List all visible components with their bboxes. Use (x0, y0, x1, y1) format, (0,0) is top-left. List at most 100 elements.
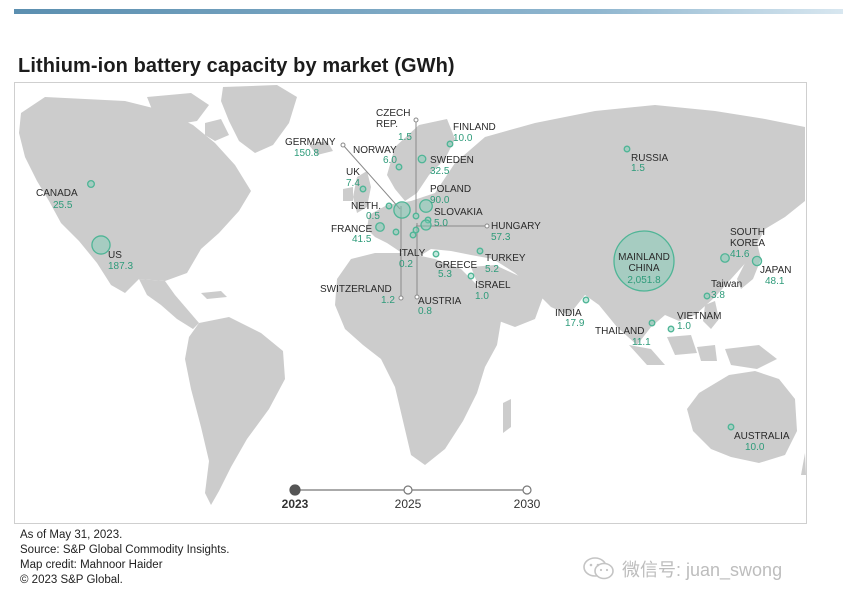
bubble-mainland-china[interactable] (613, 230, 675, 292)
label-neth: NETH. (351, 201, 381, 212)
bubble-sweden[interactable] (417, 154, 427, 164)
world-landmass (19, 85, 806, 505)
label-norway: NORWAY (353, 145, 397, 156)
bubble-india[interactable] (582, 296, 590, 304)
value-taiwan: 3.8 (711, 290, 725, 301)
value-us: 187.3 (108, 261, 133, 272)
label-russia: RUSSIA (631, 153, 669, 164)
bubble-austria[interactable] (412, 226, 420, 234)
watermark-text: 微信号: juan_swong (622, 560, 783, 580)
label-israel: ISRAEL (475, 280, 511, 291)
label-slovakia: SLOVAKIA (434, 207, 483, 218)
value-vietnam: 1.0 (677, 321, 691, 332)
wechat-watermark: 微信号: juan_swong (582, 554, 782, 584)
timeline-year-2030[interactable]: 2030 (514, 497, 541, 511)
label-canada: CANADA (36, 188, 78, 199)
value-russia: 1.5 (631, 163, 645, 174)
timeline-knob-2023[interactable] (289, 484, 301, 496)
value-france: 41.5 (352, 234, 372, 245)
wechat-icon (583, 557, 614, 580)
bubble-taiwan[interactable] (703, 292, 711, 300)
bubble-norway[interactable] (395, 163, 403, 171)
value-germany: 150.8 (294, 148, 319, 159)
value-mainland-china: 2,051.8 (627, 275, 661, 286)
bubble-australia[interactable] (727, 423, 735, 431)
value-finland: 10.0 (453, 133, 473, 144)
label-mainland-china: MAINLAND CHINA (618, 252, 670, 274)
value-greece: 5.3 (438, 269, 452, 280)
value-turkey: 5.2 (485, 264, 499, 275)
label-switzerland: SWITZERLAND (320, 284, 392, 295)
bubble-turkey[interactable] (476, 247, 484, 255)
credit-note: Map credit: Mahnoor Haider (20, 559, 163, 571)
value-italy: 0.2 (399, 259, 413, 270)
bubble-thailand[interactable] (648, 319, 656, 327)
value-israel: 1.0 (475, 291, 489, 302)
label-austria: AUSTRIA (418, 296, 462, 307)
timeline-knob-2030[interactable] (522, 485, 532, 495)
label-japan: JAPAN (760, 265, 792, 276)
bubble-poland[interactable] (419, 199, 433, 213)
label-vietnam: VIETNAM (677, 311, 721, 322)
label-australia: AUSTRALIA (734, 431, 790, 442)
top-accent-bar (14, 9, 843, 14)
bubble-japan[interactable] (751, 255, 763, 267)
value-sweden: 32.5 (430, 166, 450, 177)
value-austria: 0.8 (418, 306, 432, 317)
label-finland: FINLAND (453, 122, 496, 133)
bubble-us[interactable] (91, 235, 111, 255)
value-india: 17.9 (565, 318, 585, 329)
timeline-year-2025[interactable]: 2025 (395, 497, 422, 511)
bubble-russia[interactable] (623, 145, 631, 153)
label-hungary: HUNGARY (491, 221, 541, 232)
bubble-canada[interactable] (87, 180, 95, 188)
bubble-czech-rep[interactable] (412, 212, 420, 220)
label-greece: GREECE (435, 260, 478, 271)
copyright-note: © 2023 S&P Global. (20, 574, 123, 586)
value-thailand: 11.1 (632, 337, 651, 348)
label-us: US (108, 250, 122, 261)
label-south-korea: SOUTH KOREA (730, 227, 765, 249)
leader-lines (340, 117, 490, 301)
value-slovakia: 5.0 (434, 218, 448, 229)
market-bubbles (87, 140, 763, 431)
map-panel: CANADA 25.5 US 187.3 UK 7.4 GERMANY 150.8 NORWAY… (14, 82, 807, 524)
value-norway: 6.0 (383, 155, 397, 166)
label-uk: UK (346, 167, 360, 178)
bubble-switzerland[interactable] (392, 228, 400, 236)
bubble-germany[interactable] (393, 201, 411, 219)
bubble-france[interactable] (375, 222, 385, 232)
bubble-uk[interactable] (359, 185, 367, 193)
footer-notes: As of May 31, 2023. Source: S&P Global C… (20, 528, 229, 588)
label-italy: ITALY (399, 248, 426, 259)
bubble-hungary[interactable] (420, 219, 432, 231)
label-taiwan: Taiwan (711, 279, 742, 290)
label-poland: POLAND (430, 184, 471, 195)
value-neth: 0.5 (366, 211, 380, 222)
bubble-neth[interactable] (385, 202, 393, 210)
label-sweden: SWEDEN (430, 155, 474, 166)
value-switzerland: 1.2 (381, 295, 395, 306)
bubble-greece[interactable] (432, 250, 440, 258)
bubble-finland[interactable] (446, 140, 454, 148)
bubble-vietnam[interactable] (667, 325, 675, 333)
timeline-knob-2025[interactable] (403, 485, 413, 495)
as-of-note: As of May 31, 2023. (20, 529, 123, 541)
label-thailand: THAILAND (595, 326, 644, 337)
value-canada: 25.5 (53, 200, 73, 211)
value-japan: 48.1 (765, 276, 785, 287)
map-title: Lithium-ion battery capacity by market (… (18, 55, 455, 77)
bubble-south-korea[interactable] (720, 253, 730, 263)
timeline-year-2023[interactable]: 2023 (282, 497, 309, 511)
value-uk: 7.4 (346, 178, 360, 189)
label-turkey: TURKEY (485, 253, 526, 264)
label-france: FRANCE (331, 224, 372, 235)
value-poland: 90.0 (430, 195, 450, 206)
bubble-italy[interactable] (409, 231, 417, 239)
label-czech-rep: CZECH REP. (376, 108, 410, 130)
bubble-israel[interactable] (467, 272, 475, 280)
label-germany: GERMANY (285, 137, 336, 148)
year-timeline[interactable]: 2023 2025 2030 (282, 484, 541, 511)
label-india: INDIA (555, 308, 582, 319)
